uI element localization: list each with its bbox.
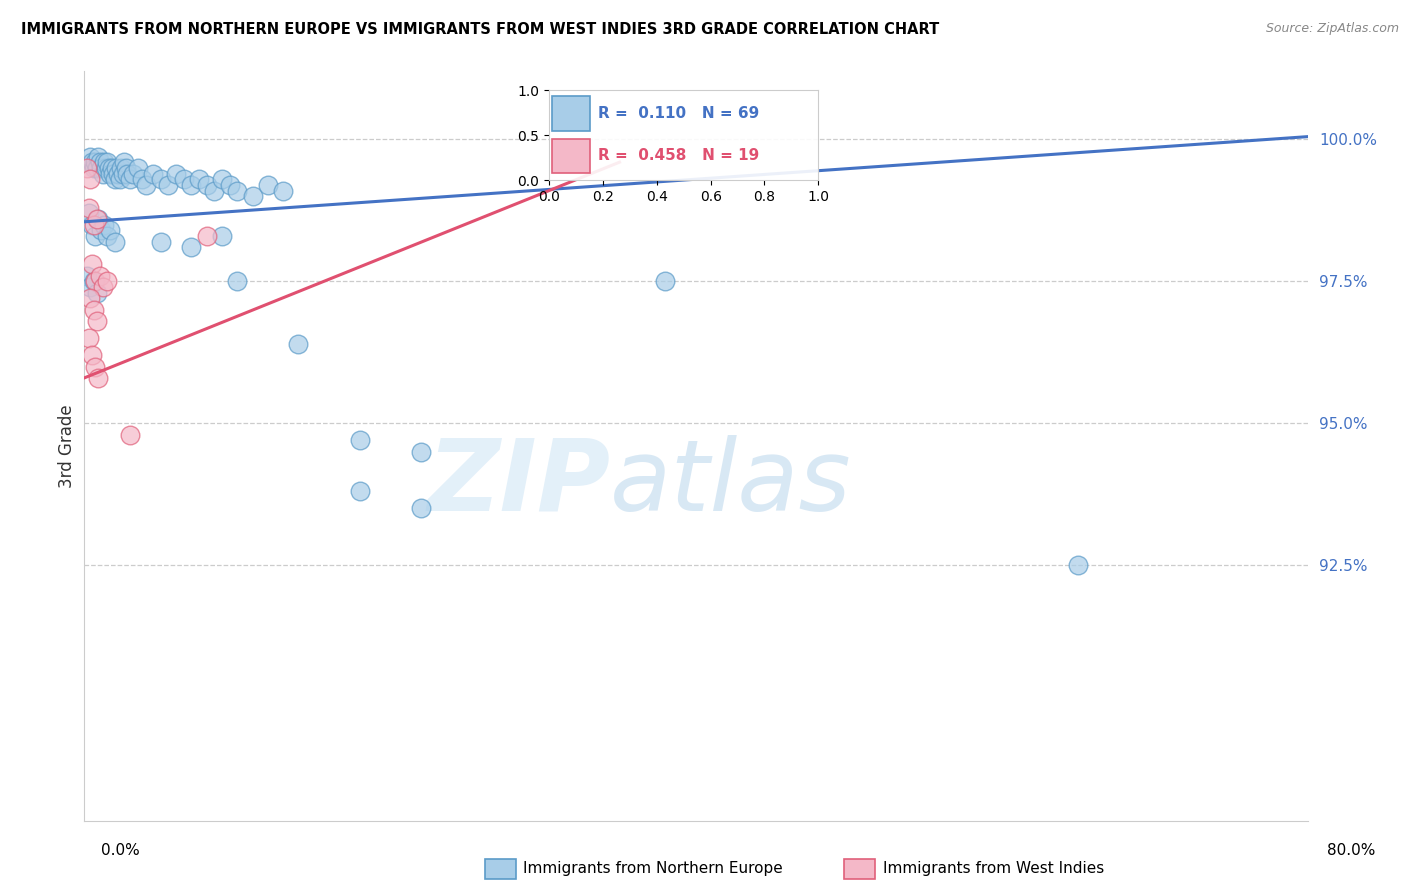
- Point: [226, 274, 249, 288]
- Point: [89, 155, 111, 169]
- Point: [87, 371, 110, 385]
- Point: [165, 167, 187, 181]
- Point: [79, 280, 101, 294]
- Point: [76, 161, 98, 175]
- Point: [83, 302, 105, 317]
- Point: [79, 172, 101, 186]
- Point: [87, 211, 110, 226]
- Point: [287, 336, 309, 351]
- Point: [142, 167, 165, 181]
- Point: [98, 223, 121, 237]
- Point: [110, 161, 132, 175]
- Point: [80, 348, 103, 362]
- Point: [83, 274, 105, 288]
- Point: [93, 218, 115, 232]
- Point: [80, 257, 103, 271]
- Point: [84, 155, 107, 169]
- Text: 80.0%: 80.0%: [1327, 843, 1375, 858]
- Point: [218, 178, 240, 192]
- Point: [135, 178, 157, 192]
- Point: [409, 444, 432, 458]
- Point: [96, 274, 118, 288]
- Point: [96, 155, 118, 169]
- Point: [101, 161, 124, 175]
- Point: [157, 178, 180, 192]
- Point: [90, 223, 112, 237]
- Point: [127, 161, 149, 175]
- Point: [86, 161, 108, 175]
- Text: Immigrants from West Indies: Immigrants from West Indies: [883, 862, 1104, 876]
- Point: [180, 178, 202, 192]
- Point: [349, 484, 371, 499]
- Point: [115, 167, 138, 181]
- Point: [349, 434, 371, 448]
- Point: [242, 189, 264, 203]
- Y-axis label: 3rd Grade: 3rd Grade: [58, 404, 76, 488]
- Text: ZIP: ZIP: [427, 435, 610, 532]
- Point: [98, 167, 121, 181]
- Point: [149, 235, 172, 249]
- Text: Immigrants from Northern Europe: Immigrants from Northern Europe: [523, 862, 783, 876]
- Point: [94, 161, 117, 175]
- Text: atlas: atlas: [610, 435, 852, 532]
- Point: [180, 240, 202, 254]
- Point: [84, 359, 107, 374]
- Point: [86, 285, 108, 300]
- Point: [211, 229, 233, 244]
- Point: [271, 184, 294, 198]
- Point: [108, 172, 131, 186]
- Point: [114, 161, 136, 175]
- Point: [76, 268, 98, 283]
- Point: [77, 331, 100, 345]
- Point: [103, 167, 125, 181]
- Point: [97, 161, 120, 175]
- Point: [188, 172, 211, 186]
- Text: 0.0%: 0.0%: [101, 843, 141, 858]
- Point: [257, 178, 280, 192]
- Point: [1067, 558, 1090, 573]
- Point: [409, 501, 432, 516]
- Point: [111, 167, 134, 181]
- Point: [80, 218, 103, 232]
- Point: [173, 172, 195, 186]
- Point: [79, 149, 101, 163]
- Point: [77, 206, 100, 220]
- Point: [104, 172, 127, 186]
- Point: [195, 229, 218, 244]
- Point: [112, 155, 135, 169]
- Point: [84, 229, 107, 244]
- Point: [122, 167, 145, 181]
- Point: [93, 155, 115, 169]
- Point: [91, 167, 114, 181]
- Point: [195, 178, 218, 192]
- Point: [226, 184, 249, 198]
- Point: [84, 274, 107, 288]
- Point: [79, 292, 101, 306]
- Point: [83, 161, 105, 175]
- Point: [77, 201, 100, 215]
- Point: [91, 280, 114, 294]
- Point: [131, 172, 153, 186]
- Point: [654, 274, 676, 288]
- Text: IMMIGRANTS FROM NORTHERN EUROPE VS IMMIGRANTS FROM WEST INDIES 3RD GRADE CORRELA: IMMIGRANTS FROM NORTHERN EUROPE VS IMMIG…: [21, 22, 939, 37]
- Point: [89, 268, 111, 283]
- Point: [96, 229, 118, 244]
- Point: [120, 172, 142, 186]
- Point: [120, 427, 142, 442]
- Point: [80, 155, 103, 169]
- Point: [86, 211, 108, 226]
- Point: [83, 218, 105, 232]
- Text: Source: ZipAtlas.com: Source: ZipAtlas.com: [1265, 22, 1399, 36]
- Point: [90, 161, 112, 175]
- Point: [87, 149, 110, 163]
- Point: [86, 314, 108, 328]
- Point: [104, 235, 127, 249]
- Point: [211, 172, 233, 186]
- Point: [105, 161, 128, 175]
- Point: [107, 167, 129, 181]
- Point: [149, 172, 172, 186]
- Point: [202, 184, 225, 198]
